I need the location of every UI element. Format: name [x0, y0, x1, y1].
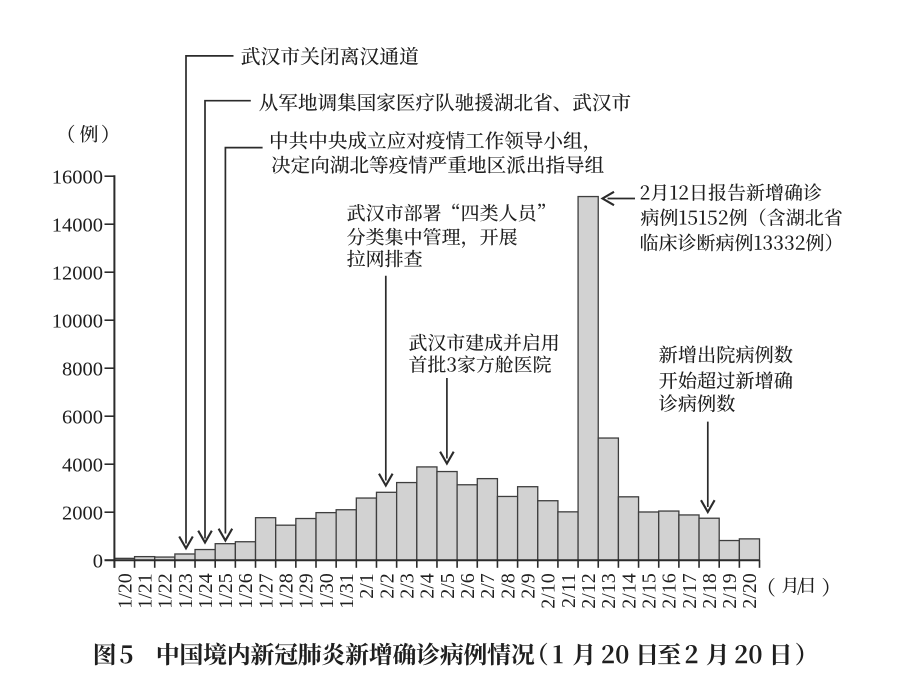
svg-text:14000: 14000: [52, 214, 103, 236]
svg-text:1/22: 1/22: [155, 573, 177, 609]
svg-text:2/9: 2/9: [517, 573, 539, 599]
svg-text:2/3: 2/3: [397, 573, 419, 599]
svg-text:1/25: 1/25: [215, 573, 237, 609]
svg-text:10000: 10000: [52, 310, 103, 332]
svg-text:2/12: 2/12: [578, 573, 600, 609]
svg-text:2/13: 2/13: [598, 573, 620, 609]
svg-text:8000: 8000: [62, 358, 103, 380]
svg-text:1/27: 1/27: [255, 573, 277, 609]
svg-text:1/31: 1/31: [336, 573, 358, 609]
svg-text:2/8: 2/8: [497, 573, 519, 599]
svg-text:2/7: 2/7: [477, 573, 499, 599]
svg-text:2/17: 2/17: [679, 573, 701, 609]
svg-text:12000: 12000: [52, 262, 103, 284]
svg-text:2000: 2000: [62, 502, 103, 524]
svg-text:1/20: 1/20: [114, 573, 136, 609]
svg-text:1/30: 1/30: [316, 573, 338, 609]
svg-text:2/5: 2/5: [437, 573, 459, 599]
svg-text:16000: 16000: [52, 166, 103, 188]
svg-text:1/26: 1/26: [235, 573, 257, 609]
svg-text:1/29: 1/29: [296, 573, 318, 609]
svg-text:2/11: 2/11: [558, 573, 580, 608]
svg-text:2/6: 2/6: [457, 573, 479, 599]
svg-text:2/18: 2/18: [699, 573, 721, 609]
svg-text:1/23: 1/23: [175, 573, 197, 609]
svg-text:0: 0: [93, 550, 103, 572]
svg-text:4000: 4000: [62, 454, 103, 476]
svg-text:2/16: 2/16: [659, 573, 681, 609]
svg-text:6000: 6000: [62, 406, 103, 428]
svg-text:1/21: 1/21: [134, 573, 156, 609]
svg-text:2/20: 2/20: [739, 573, 761, 609]
svg-text:2/10: 2/10: [538, 573, 560, 609]
svg-text:2/14: 2/14: [618, 573, 640, 609]
svg-text:1/28: 1/28: [276, 573, 298, 609]
svg-text:2/15: 2/15: [638, 573, 660, 609]
svg-text:2/1: 2/1: [356, 573, 378, 599]
svg-text:2/4: 2/4: [417, 573, 439, 599]
svg-text:2/19: 2/19: [719, 573, 741, 609]
svg-text:2/2: 2/2: [376, 573, 398, 599]
svg-text:1/24: 1/24: [195, 573, 217, 609]
